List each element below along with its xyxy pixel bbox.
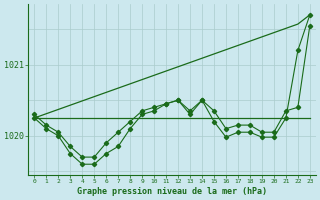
X-axis label: Graphe pression niveau de la mer (hPa): Graphe pression niveau de la mer (hPa) [77, 187, 267, 196]
